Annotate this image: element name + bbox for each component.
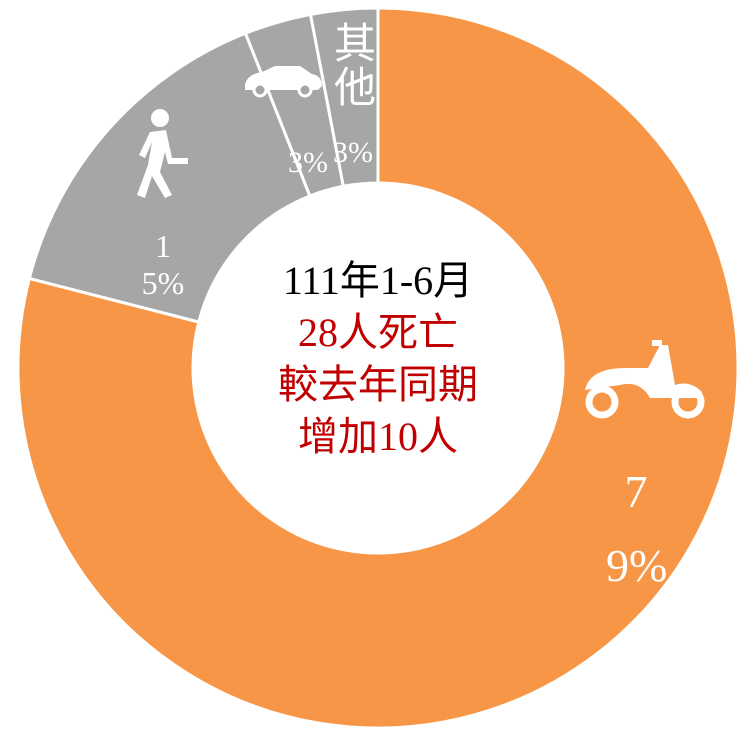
motorcycle-icon [585, 340, 705, 419]
category-label: 其他 [333, 19, 376, 113]
value-label: 15% [141, 228, 185, 301]
donut-segment [308, 6, 380, 189]
center-line: 增加10人 [298, 414, 458, 459]
center-line: 28人死亡 [298, 310, 458, 355]
value-label: 3% [333, 136, 373, 169]
center-line: 較去年同期 [278, 362, 478, 407]
value-label: 3% [288, 146, 328, 179]
car-icon [245, 66, 322, 98]
center-text: 111年1-6月 28人死亡較去年同期增加10人 [228, 255, 528, 463]
value-label: 79% [606, 466, 668, 591]
donut-segment [27, 31, 312, 324]
donut-segment [16, 6, 738, 730]
center-line: 111年1-6月 [282, 258, 474, 303]
pedestrian-icon [137, 109, 188, 198]
